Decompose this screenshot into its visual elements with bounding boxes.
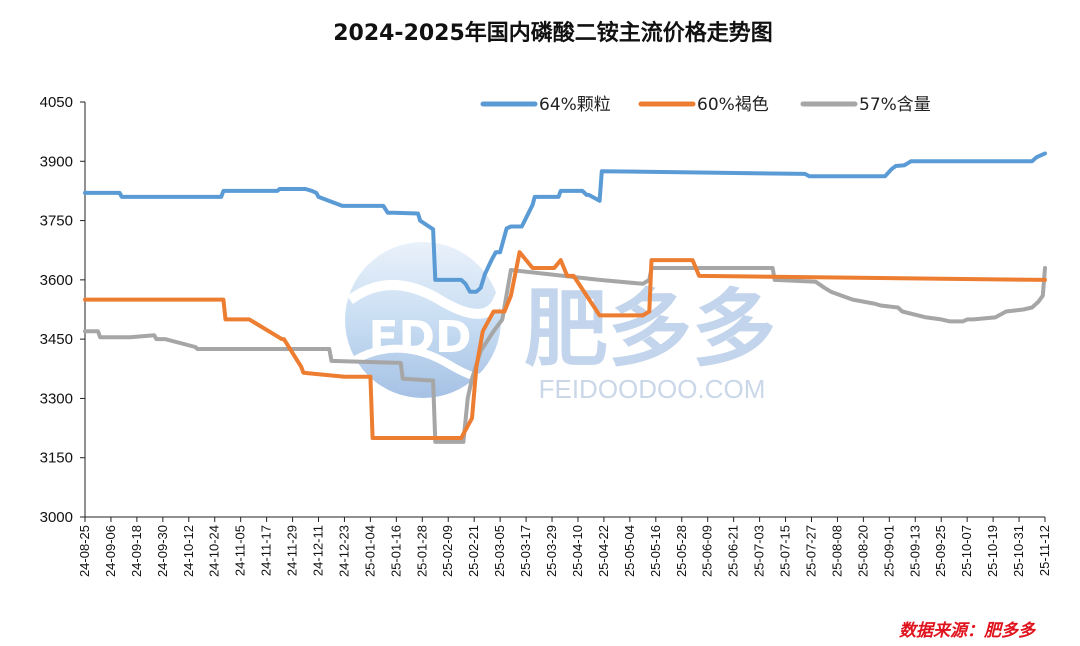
- x-tick-label: 25-03-05: [492, 525, 507, 577]
- y-tick-label: 4050: [40, 94, 73, 111]
- x-tick-label: 25-01-28: [414, 525, 429, 577]
- y-tick-label: 3750: [40, 213, 73, 230]
- watermark-logo-text: FDD: [368, 312, 471, 363]
- chart-axes: 3000 3150 3300 3450 3600 3750 3900 4050 24-08-25…: [40, 94, 1052, 577]
- watermark-wave-icon: [347, 280, 505, 319]
- x-tick-label: 25-03-29: [544, 525, 559, 577]
- x-tick-label: 25-02-21: [466, 525, 481, 577]
- x-tick-label: 25-04-22: [596, 525, 611, 577]
- y-tick-label: 3900: [40, 153, 73, 170]
- x-tick-label: 24-09-30: [155, 525, 170, 577]
- legend-label-1: 60%褐色: [697, 95, 769, 115]
- x-tick-label: 25-07-15: [778, 525, 793, 577]
- x-tick-label: 25-05-28: [674, 525, 689, 577]
- x-tick-label: 25-09-13: [907, 525, 922, 577]
- watermark-url: FEIDOODOO.COM: [539, 374, 766, 404]
- chart-legend: 64%颗粒 60%褐色 57%含量: [480, 95, 931, 115]
- x-tick-label: 25-05-16: [648, 525, 663, 577]
- x-tick-label: 24-08-25: [77, 525, 92, 577]
- y-tick-label: 3300: [40, 390, 73, 407]
- x-tick-label: 25-10-19: [985, 525, 1000, 577]
- x-tick-label: 25-08-20: [855, 525, 870, 577]
- x-tick-label: 25-02-09: [440, 525, 455, 577]
- legend-label-0: 64%颗粒: [539, 95, 611, 115]
- chart-title: 2024-2025年国内磷酸二铵主流价格走势图: [333, 20, 773, 46]
- y-tick-label: 3450: [40, 331, 73, 348]
- series-line-2: [83, 266, 1047, 444]
- x-tick-label: 25-05-04: [622, 525, 637, 577]
- x-tick-label: 25-10-07: [959, 525, 974, 577]
- watermark-wave-icon-2: [353, 344, 503, 382]
- y-tick-label: 3600: [40, 272, 73, 289]
- x-tick-label: 25-08-08: [829, 525, 844, 577]
- x-tick-label: 25-11-12: [1037, 525, 1052, 576]
- x-tick-label: 25-06-09: [700, 525, 715, 577]
- series-line-1: [83, 250, 1047, 440]
- legend-label-2: 57%含量: [859, 95, 931, 115]
- x-tick-label: 25-09-25: [933, 525, 948, 577]
- x-tick-label: 24-11-17: [259, 525, 274, 576]
- x-tick-label: 24-12-23: [336, 525, 351, 577]
- y-tick-label: 3000: [40, 509, 73, 526]
- x-tick-label: 25-06-21: [726, 525, 741, 577]
- x-tick-label: 24-09-06: [103, 525, 118, 577]
- x-tick-label: 25-09-01: [881, 525, 896, 577]
- x-tick-label: 24-11-29: [285, 525, 300, 576]
- x-tick-label: 25-04-10: [570, 525, 585, 577]
- data-source-note: 数据来源：肥多多: [899, 621, 1037, 641]
- x-tick-label: 24-10-12: [181, 525, 196, 577]
- x-tick-label: 25-01-04: [362, 525, 377, 577]
- x-tick-label: 24-11-05: [233, 525, 248, 576]
- x-tick-label: 25-07-03: [752, 525, 767, 577]
- y-tick-label: 3150: [40, 450, 73, 467]
- x-tick-label: 24-12-11: [311, 525, 326, 576]
- x-tick-label: 24-10-24: [207, 525, 222, 577]
- x-tick-label: 25-01-16: [388, 525, 403, 577]
- series-layer: [83, 151, 1047, 444]
- series-line-0: [83, 151, 1047, 294]
- x-tick-label: 24-09-18: [129, 525, 144, 577]
- x-tick-label: 25-07-27: [803, 525, 818, 577]
- x-tick-label: 25-03-17: [518, 525, 533, 577]
- x-tick-label: 25-10-31: [1011, 525, 1026, 577]
